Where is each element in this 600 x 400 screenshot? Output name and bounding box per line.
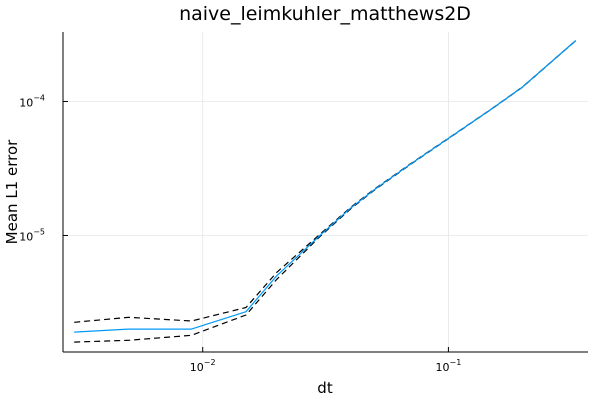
x-tick-base: 10	[190, 361, 204, 374]
y-tick-base: 10	[19, 230, 33, 243]
x-tick-label: 10−1	[436, 358, 462, 374]
y-tick-label: 10−5	[19, 227, 45, 243]
y-axis-label: Mean L1 error	[3, 139, 21, 244]
chart-title: naive_leimkuhler_matthews2D	[179, 3, 471, 25]
axes	[62, 32, 588, 353]
x-tick-base: 10	[436, 361, 450, 374]
grid-lines	[63, 32, 588, 352]
data-series	[74, 40, 577, 343]
x-tick-exponent: −1	[450, 358, 462, 367]
x-tick-label: 10−2	[190, 358, 216, 374]
series-line-mean	[74, 40, 577, 333]
y-tick-label: 10−4	[19, 93, 45, 109]
y-tick-exponent: −5	[33, 227, 45, 236]
y-tick-exponent: −4	[33, 93, 45, 102]
series-line-lower-bound	[74, 40, 577, 343]
series-line-upper-bound	[74, 40, 577, 323]
x-tick-exponent: −2	[204, 358, 216, 367]
tick-labels: 10−2 10−110−510−4	[19, 93, 461, 374]
x-axis-label: dt	[317, 379, 333, 397]
y-tick-base: 10	[19, 96, 33, 109]
